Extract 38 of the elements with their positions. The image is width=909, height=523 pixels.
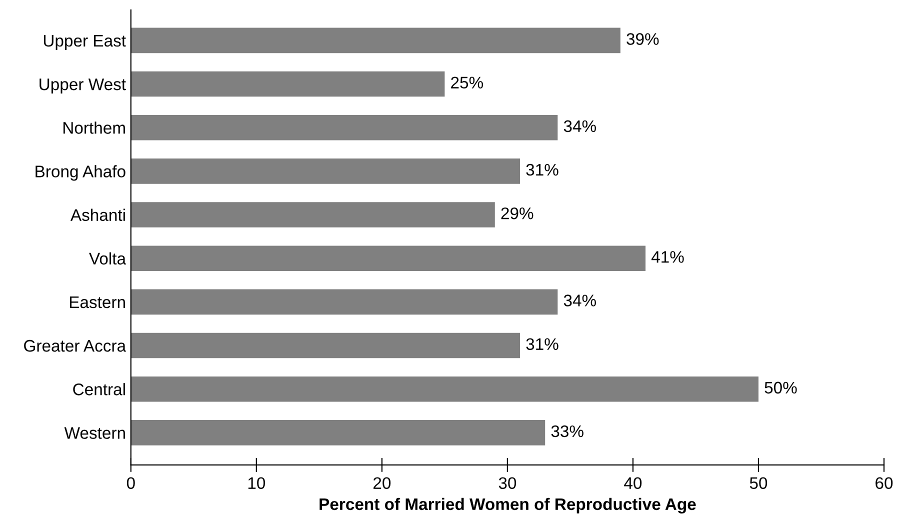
data-label: 29% [501, 207, 534, 220]
bar [130, 71, 445, 97]
x-tick-label: 20 [374, 477, 391, 489]
x-tick-label: 60 [876, 477, 893, 489]
y-tick-label: Central [73, 383, 125, 396]
y-tick-label: Western [64, 427, 125, 439]
data-label: 34% [564, 120, 596, 132]
data-label: 34% [564, 294, 596, 306]
y-tick-label: Volta [89, 252, 126, 265]
y-tick-label: Upper West [40, 78, 126, 94]
data-label: 31% [526, 164, 558, 176]
data-label: 39% [626, 33, 659, 45]
x-tick-label: 50 [750, 477, 768, 489]
y-tick-label: Brong Ahafo [36, 165, 126, 181]
bar [130, 332, 520, 358]
bar [130, 28, 620, 54]
data-label: 31% [526, 338, 558, 350]
data-label: 41% [651, 251, 684, 263]
bar [130, 420, 546, 446]
bar [130, 376, 758, 402]
y-tick-label: Eastern [70, 296, 125, 308]
x-tick-label: 0 [126, 477, 135, 489]
bar [130, 289, 558, 315]
x-tick-label: 10 [248, 477, 266, 489]
bar [130, 158, 520, 184]
y-tick-label: Greater Accra [24, 340, 126, 352]
x-tick-label: 40 [624, 477, 642, 489]
data-label: 25% [451, 76, 484, 89]
data-label: 33% [551, 425, 584, 438]
y-tick-label: Ashanti [70, 208, 125, 221]
data-label: 50% [764, 382, 797, 394]
y-tick-label: Upper East [44, 35, 126, 50]
x-axis-title: Percent of Married Women of Reproductive Age [320, 498, 696, 514]
y-tick-label: Northem [64, 122, 125, 134]
bar [130, 246, 646, 271]
bar [130, 202, 495, 228]
bar [130, 114, 558, 140]
x-tick-label: 30 [498, 477, 516, 489]
